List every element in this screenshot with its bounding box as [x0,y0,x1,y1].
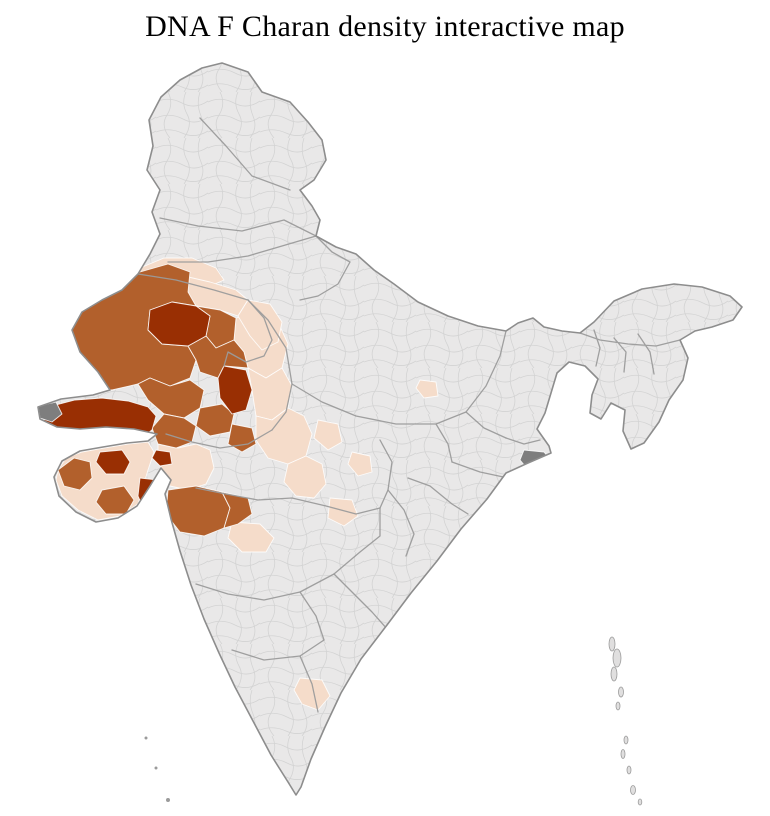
district-shape[interactable] [327,497,359,527]
district-shape[interactable] [151,449,173,467]
district-shape[interactable] [283,455,327,499]
island-shape[interactable] [637,798,643,806]
district-shape[interactable] [157,443,215,491]
island-shape[interactable] [608,636,616,652]
island-shape[interactable] [630,785,636,795]
island-shape[interactable] [612,648,622,668]
island-shape[interactable] [154,766,158,770]
island-shape[interactable] [626,765,632,775]
andaman-nicobar-islands[interactable] [608,636,643,806]
district-shape[interactable] [347,451,373,477]
district-shape[interactable] [57,457,93,491]
island-shape[interactable] [620,749,626,759]
island-shape[interactable] [623,735,629,745]
island-shape[interactable] [166,798,170,802]
island-shape[interactable] [144,736,148,740]
district-shape[interactable] [227,423,257,453]
district-shape[interactable] [415,379,439,399]
district-shape[interactable] [147,301,211,347]
district-shape[interactable] [43,397,157,448]
district-shape[interactable] [95,449,131,475]
state-boundaries [137,117,681,753]
island-shape[interactable] [610,666,618,682]
district-shape[interactable] [137,377,205,419]
india-outline [37,62,743,796]
lakshadweep-islands[interactable] [144,736,171,803]
map-title: DNA F Charan density interactive map [145,10,625,43]
district-shape[interactable] [255,407,313,465]
district-shape[interactable] [313,419,343,451]
district-shape[interactable] [217,365,253,415]
district-shape[interactable] [137,477,164,551]
island-shape[interactable] [615,701,621,711]
district-shape[interactable] [227,521,275,553]
island-shape[interactable] [618,686,624,698]
